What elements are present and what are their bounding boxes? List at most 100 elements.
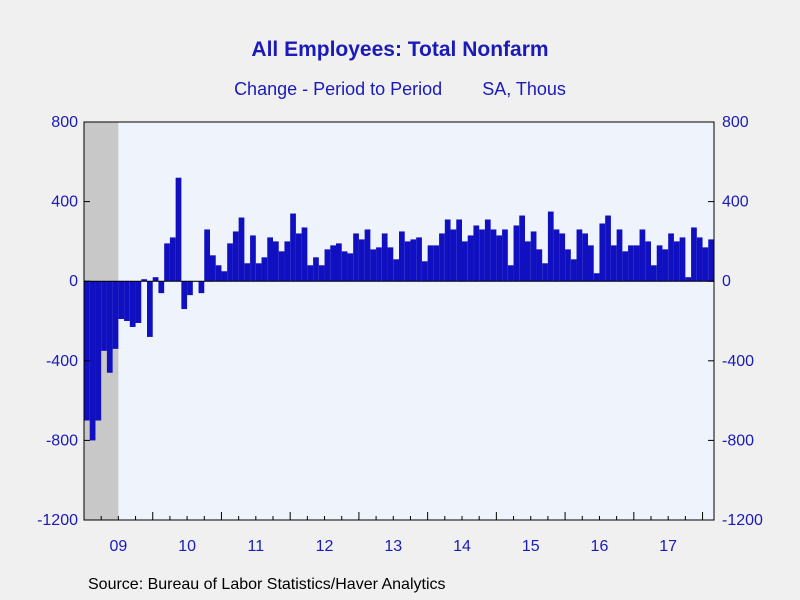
- bar: [129, 281, 136, 327]
- bar: [141, 279, 147, 282]
- bar: [484, 219, 491, 282]
- bar: [347, 253, 354, 282]
- bar: [278, 251, 285, 282]
- bar: [421, 261, 428, 282]
- bar: [89, 281, 96, 441]
- y-tick-label-right: 0: [722, 273, 731, 290]
- bar: [570, 259, 577, 282]
- bar: [599, 223, 606, 282]
- bar: [232, 231, 239, 282]
- y-tick-label-left: 800: [51, 114, 78, 131]
- bar: [444, 219, 451, 282]
- bar: [267, 237, 273, 282]
- bar: [261, 257, 268, 282]
- axes-group: [83, 121, 715, 521]
- bar: [416, 237, 422, 282]
- plot-area: [84, 122, 714, 520]
- bar: [605, 215, 611, 282]
- bar: [284, 241, 291, 282]
- bar: [341, 251, 348, 282]
- bar: [479, 229, 485, 282]
- bar: [169, 237, 176, 282]
- bar: [513, 225, 520, 282]
- y-tick-label-left: -800: [46, 432, 78, 449]
- bar: [668, 233, 674, 282]
- bar: [662, 249, 669, 282]
- y-tick-label-left: 0: [69, 273, 78, 290]
- bar: [685, 277, 692, 282]
- bar: [250, 235, 256, 282]
- bar: [490, 229, 497, 282]
- bar: [198, 281, 205, 294]
- bar: [536, 249, 543, 282]
- bar: [696, 237, 703, 282]
- x-tick-label: 11: [248, 538, 265, 555]
- bar: [708, 239, 714, 282]
- y-tick-label-right: -800: [722, 432, 754, 449]
- bar: [112, 281, 119, 349]
- bar: [593, 273, 600, 282]
- x-tick-label: 14: [453, 538, 471, 555]
- bar: [147, 281, 153, 337]
- bar: [95, 281, 102, 421]
- bar: [336, 243, 342, 282]
- bar: [221, 271, 228, 282]
- bar: [496, 235, 503, 282]
- x-tick-label: 12: [316, 538, 334, 555]
- bar: [622, 251, 629, 282]
- bar: [318, 265, 325, 282]
- bar: [633, 245, 640, 282]
- bar: [101, 281, 107, 351]
- bar: [370, 249, 377, 282]
- bar: [559, 233, 566, 282]
- y-tick-label-left: -400: [46, 353, 78, 370]
- bar: [358, 239, 365, 282]
- chart-title: All Employees: Total Nonfarm: [251, 38, 549, 61]
- bar: [679, 237, 686, 282]
- bar: [651, 265, 657, 282]
- bar: [456, 219, 462, 282]
- bar: [433, 245, 440, 282]
- bar: [181, 281, 188, 310]
- bar: [135, 281, 142, 323]
- x-tick-label: 09: [109, 538, 127, 555]
- y-tick-label-right: 400: [722, 194, 749, 211]
- bar: [255, 263, 262, 282]
- bar: [376, 247, 382, 282]
- bar: [393, 259, 399, 282]
- bar: [553, 229, 560, 282]
- bar: [244, 263, 251, 282]
- bar: [542, 263, 548, 282]
- y-tick-label-left: 400: [51, 194, 78, 211]
- y-tick-label-right: -400: [722, 353, 754, 370]
- chart-subtitle: Change - Period to Period SA, Thous: [0, 79, 800, 100]
- x-tick-label: 13: [384, 538, 402, 555]
- bar: [427, 245, 434, 282]
- bar: [467, 235, 474, 282]
- bar: [215, 265, 222, 282]
- bar: [106, 281, 113, 373]
- bar: [364, 229, 371, 282]
- bar: [639, 229, 646, 282]
- bar: [610, 245, 617, 282]
- bar: [290, 213, 296, 282]
- bar: [124, 281, 130, 321]
- bar: [324, 249, 331, 282]
- bar: [462, 241, 468, 282]
- subtitle-measure: Change - Period to Period: [234, 79, 443, 99]
- bar: [565, 249, 571, 282]
- bar: [227, 243, 233, 282]
- source-note: Source: Bureau of Labor Statistics/Haver…: [88, 576, 446, 593]
- bar: [273, 241, 279, 282]
- plot-frame: [83, 121, 715, 521]
- bar: [313, 257, 319, 282]
- bar: [576, 229, 583, 282]
- bar: [404, 241, 411, 282]
- bar: [473, 225, 480, 282]
- bar: [525, 241, 531, 282]
- bar: [673, 241, 680, 282]
- x-tick-label: 16: [591, 538, 609, 555]
- bar: [238, 217, 245, 282]
- bar: [175, 177, 182, 282]
